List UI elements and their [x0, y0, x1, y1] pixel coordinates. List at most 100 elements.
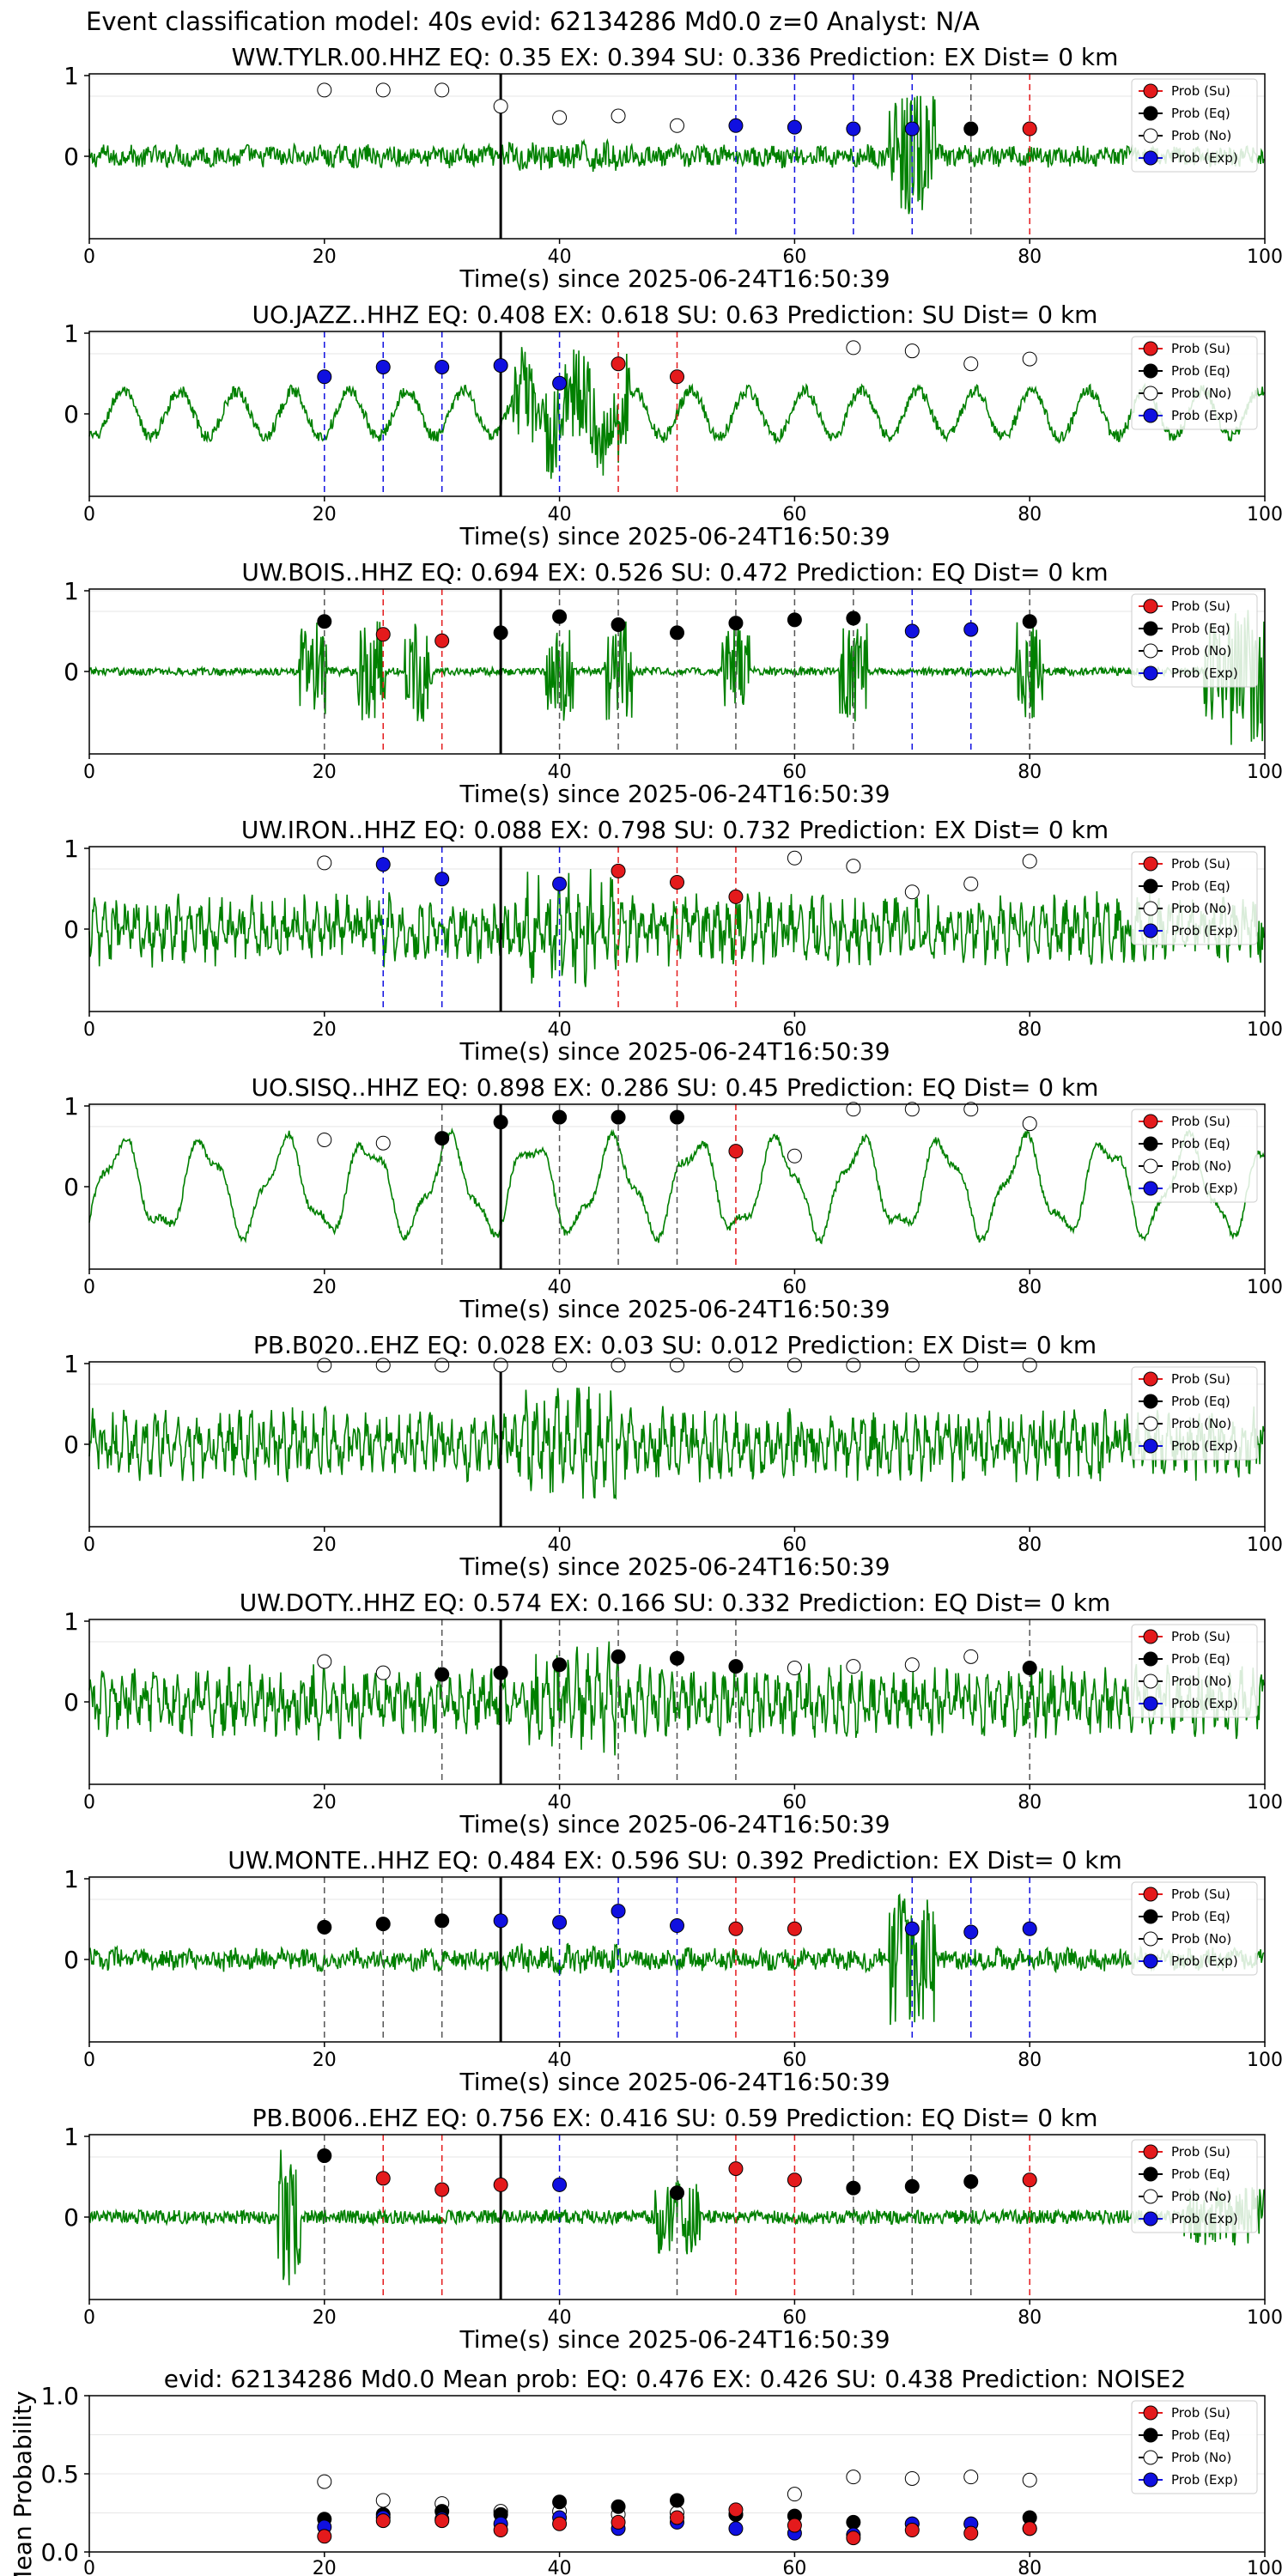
prob-marker-eq: [846, 611, 861, 626]
legend-label-su: Prob (Su): [1171, 598, 1230, 614]
legend: Prob (Su) Prob (Eq) Prob (No) Prob (Exp): [1131, 1109, 1258, 1203]
xtick-label: 40: [548, 1534, 572, 1556]
legend-marker-eq: [1143, 878, 1158, 894]
xtick-label: 40: [548, 2558, 572, 2576]
x-axis-label: Time(s) since 2025-06-24T16:50:39: [459, 780, 890, 808]
prob-marker-no: [375, 1665, 391, 1680]
prob-marker-no: [375, 82, 391, 98]
prob-marker-eq: [611, 1109, 626, 1125]
xtick-label: 80: [1018, 1792, 1042, 1814]
prob-marker-eq: [963, 2174, 979, 2190]
prob-marker-eq: [787, 612, 802, 628]
prob-marker-eq: [493, 1665, 508, 1680]
prob-marker-eq: [493, 1115, 508, 1130]
prob-marker-su: [670, 369, 684, 385]
prob-marker-no: [963, 876, 979, 891]
waveform-trace: [88, 1641, 1265, 1756]
station-panel: UW.IRON..HHZ EQ: 0.088 EX: 0.798 SU: 0.7…: [64, 816, 1283, 1066]
prob-marker-no: [963, 1649, 979, 1664]
prob-marker-su: [611, 863, 626, 878]
prob-marker-no: [728, 1358, 744, 1373]
prob-marker-exp: [963, 622, 979, 637]
prob-marker-no: [787, 1148, 802, 1163]
mean-prob-marker-no: [787, 2487, 802, 2502]
prob-marker-no: [1022, 854, 1037, 869]
prob-marker-su: [787, 1921, 802, 1936]
xtick-label: 80: [1018, 1534, 1042, 1556]
prob-marker-su: [375, 2171, 391, 2186]
legend-label-no: Prob (No): [1171, 643, 1231, 659]
mean-prob-marker-su: [1022, 2521, 1037, 2537]
prob-marker-su: [728, 1144, 744, 1159]
legend-label-no: Prob (No): [1171, 2189, 1231, 2204]
xtick-label: 0: [83, 1792, 95, 1814]
xtick-label: 100: [1247, 1534, 1283, 1556]
legend-marker-no: [1143, 2189, 1158, 2204]
prob-marker-eq: [552, 1109, 568, 1125]
legend-label-no: Prob (No): [1171, 2450, 1231, 2465]
xtick-label: 80: [1018, 2558, 1042, 2576]
prob-marker-exp: [552, 1915, 568, 1930]
xtick-label: 40: [548, 504, 572, 526]
x-axis-label: Time(s) since 2025-06-24T16:50:39: [459, 1037, 890, 1066]
prob-marker-eq: [317, 1919, 332, 1935]
legend-label-eq: Prob (Eq): [1171, 1651, 1230, 1667]
xtick-label: 0: [83, 1019, 95, 1041]
ytick-label: 0.5: [40, 2460, 79, 2488]
legend-marker-no: [1143, 1416, 1158, 1431]
legend-frame: [1131, 336, 1258, 430]
xtick-label: 100: [1247, 504, 1283, 526]
legend-label-exp: Prob (Exp): [1171, 2211, 1238, 2227]
prob-marker-no: [317, 855, 332, 871]
ytick-label: 1: [64, 835, 79, 863]
panel-title: UO.SISQ..HHZ EQ: 0.898 EX: 0.286 SU: 0.4…: [252, 1073, 1099, 1102]
prob-marker-exp: [375, 857, 391, 872]
prob-marker-no: [552, 110, 568, 125]
xtick-label: 0: [83, 1534, 95, 1556]
mean-prob-marker-su: [670, 2510, 684, 2525]
legend-label-no: Prob (No): [1171, 1158, 1231, 1174]
legend-marker-exp: [1143, 923, 1158, 939]
ytick-label: 0: [64, 2203, 79, 2232]
waveform-trace: [88, 868, 1265, 987]
station-panel: PB.B020..EHZ EQ: 0.028 EX: 0.03 SU: 0.01…: [64, 1331, 1283, 1581]
xtick-label: 80: [1018, 1277, 1042, 1298]
ytick-label: 0: [64, 1946, 79, 1974]
xtick-label: 80: [1018, 246, 1042, 268]
panel-title: UW.IRON..HHZ EQ: 0.088 EX: 0.798 SU: 0.7…: [241, 816, 1109, 844]
prob-marker-eq: [493, 625, 508, 641]
mean-prob-marker-eq: [552, 2494, 568, 2510]
legend-marker-su: [1143, 2144, 1158, 2160]
xtick-label: 0: [83, 1277, 95, 1298]
xtick-label: 40: [548, 246, 572, 268]
xtick-label: 80: [1018, 504, 1042, 526]
legend-marker-su: [1143, 1114, 1158, 1129]
summary-title: evid: 62134286 Md0.0 Mean prob: EQ: 0.47…: [164, 2365, 1187, 2393]
prob-marker-no: [493, 99, 508, 114]
panel-title: UW.BOIS..HHZ EQ: 0.694 EX: 0.526 SU: 0.4…: [241, 558, 1108, 586]
legend-marker-exp: [1143, 150, 1158, 166]
ytick-label: 1: [64, 1092, 79, 1121]
mean-prob-marker-no: [846, 2470, 861, 2485]
mean-prob-marker-no: [904, 2470, 920, 2486]
legend-marker-su: [1143, 856, 1158, 872]
prob-marker-exp: [904, 623, 920, 639]
legend-label-exp: Prob (Exp): [1171, 665, 1238, 681]
prob-marker-no: [846, 1358, 861, 1373]
legend-label-no: Prob (No): [1171, 386, 1231, 401]
prob-marker-su: [728, 889, 744, 904]
prob-marker-eq: [728, 1659, 744, 1674]
xtick-label: 0: [83, 2050, 95, 2071]
prob-marker-eq: [317, 2148, 332, 2164]
xtick-label: 20: [313, 504, 337, 526]
xtick-label: 60: [782, 1792, 806, 1814]
legend-marker-no: [1143, 643, 1158, 659]
legend-label-eq: Prob (Eq): [1171, 878, 1230, 894]
ytick-label: 1.0: [40, 2382, 79, 2410]
prob-marker-no: [317, 1654, 332, 1669]
prob-marker-exp: [1022, 1921, 1037, 1936]
prob-marker-exp: [552, 375, 568, 391]
waveform-trace: [88, 1893, 1265, 2026]
mean-prob-marker-eq: [670, 2493, 684, 2508]
prob-marker-eq: [375, 1917, 391, 1932]
